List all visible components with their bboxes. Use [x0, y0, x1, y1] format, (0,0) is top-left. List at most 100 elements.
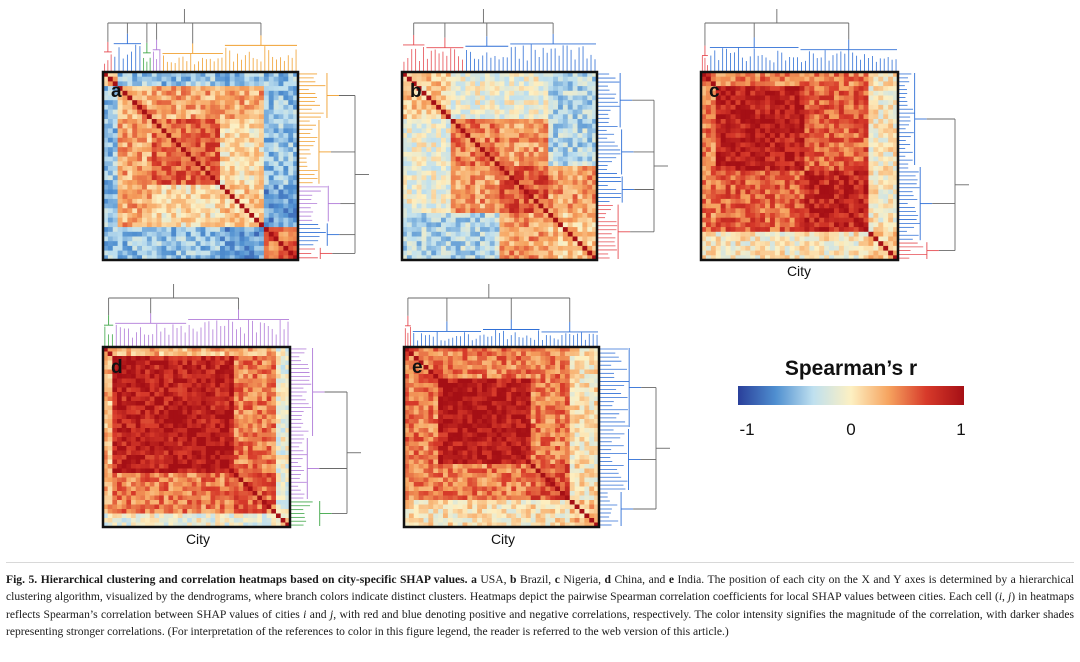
heatmap-cell [794, 184, 800, 190]
heatmap-cell [730, 114, 736, 120]
heatmap-cell [268, 180, 275, 186]
heatmap-cell [239, 194, 245, 200]
heatmap-cell [475, 250, 481, 256]
heatmap-cell [701, 161, 707, 167]
heatmap-cell [185, 245, 192, 251]
heatmap-cell [117, 76, 123, 82]
heatmap-cell [171, 241, 177, 247]
heatmap-cell [132, 184, 138, 190]
heatmap-cell [480, 151, 486, 157]
heatmap-cell [558, 128, 564, 134]
heatmap-cell [587, 119, 593, 125]
heatmap-cell [567, 147, 574, 153]
heatmap-cell [220, 203, 226, 209]
heatmap-cell [745, 227, 751, 233]
heatmap-cell [470, 161, 476, 167]
heatmap-cell [750, 128, 756, 134]
heatmap-cell [735, 161, 741, 167]
heatmap-cell [259, 208, 265, 214]
heatmap-cell [239, 222, 245, 228]
heatmap-cell [411, 236, 418, 242]
heatmap-cell [863, 194, 869, 200]
heatmap-cell [730, 184, 736, 190]
heatmap-cell [107, 245, 114, 251]
heatmap-cell [819, 81, 825, 87]
heatmap-cell [244, 194, 250, 200]
heatmap-cell [572, 208, 578, 214]
heatmap-cell [504, 128, 510, 134]
heatmap-cell [494, 213, 500, 219]
heatmap-cell [809, 184, 815, 190]
heatmap-cell [523, 133, 530, 139]
heatmap-cell [755, 189, 761, 195]
heatmap-cell [538, 194, 544, 200]
heatmap-cell [249, 250, 255, 256]
heatmap-cell [710, 128, 717, 134]
heatmap-cell [268, 104, 275, 110]
heatmap-cell [156, 90, 162, 96]
heatmap-cell [210, 222, 216, 228]
heatmap-cell [470, 184, 476, 190]
heatmap-cell [883, 170, 889, 176]
heatmap-cell [156, 104, 162, 110]
heatmap-cell [740, 213, 746, 219]
heatmap-cell [263, 119, 270, 125]
heatmap-cell [509, 208, 515, 214]
heatmap-cell [514, 147, 520, 153]
heatmap-cell [480, 166, 486, 172]
heatmap-cell [528, 128, 535, 134]
heatmap-cell [814, 175, 820, 181]
heatmap-cell [494, 109, 500, 115]
heatmap-cell [814, 231, 820, 237]
heatmap-cell [416, 250, 422, 256]
heatmap-cell [523, 128, 530, 134]
heatmap-cell [441, 217, 447, 223]
heatmap-cell [263, 137, 270, 143]
heatmap-cell [470, 123, 476, 129]
heatmap-cell [146, 128, 153, 134]
heatmap-cell [883, 213, 889, 219]
heatmap-cell [784, 194, 791, 200]
heatmap-cell [519, 170, 525, 176]
heatmap-cell [543, 255, 549, 261]
heatmap-cell [572, 86, 578, 92]
heatmap-cell [843, 128, 850, 134]
heatmap-cell [229, 203, 236, 209]
heatmap-cell [283, 119, 289, 125]
heatmap-cell [190, 76, 197, 82]
heatmap-cell [755, 109, 761, 115]
heatmap-cell [278, 137, 284, 143]
heatmap-cell [421, 194, 427, 200]
heatmap-cell [519, 133, 525, 139]
heatmap-cell [431, 133, 437, 139]
heatmap-cell [755, 231, 761, 237]
heatmap-cell [888, 133, 894, 139]
heatmap-cell [592, 119, 598, 125]
heatmap-cell [190, 227, 197, 233]
heatmap-cell [829, 222, 835, 228]
heatmap-cell [137, 166, 143, 172]
heatmap-cell [740, 156, 746, 162]
heatmap-cell [760, 227, 766, 233]
heatmap-cell [572, 100, 578, 106]
heatmap-cell [263, 128, 270, 134]
heatmap-cell [406, 227, 413, 233]
heatmap-cell [484, 217, 491, 223]
heatmap-cell [278, 175, 284, 181]
heatmap-cell [450, 137, 457, 143]
heatmap-cell [283, 123, 289, 129]
heatmap-cell [450, 213, 457, 219]
heatmap-cell [833, 231, 840, 237]
heatmap-cell [234, 194, 240, 200]
heatmap-cell [161, 194, 167, 200]
heatmap-cell [112, 123, 119, 129]
heatmap-cell [804, 95, 810, 101]
heatmap-cell [592, 213, 598, 219]
heatmap-cell [234, 156, 240, 162]
heatmap-cell [701, 128, 707, 134]
heatmap-cell [750, 203, 756, 209]
heatmap-cell [873, 151, 879, 157]
heatmap-cell [710, 161, 717, 167]
heatmap-cell [112, 184, 119, 190]
heatmap-cell [151, 213, 158, 219]
